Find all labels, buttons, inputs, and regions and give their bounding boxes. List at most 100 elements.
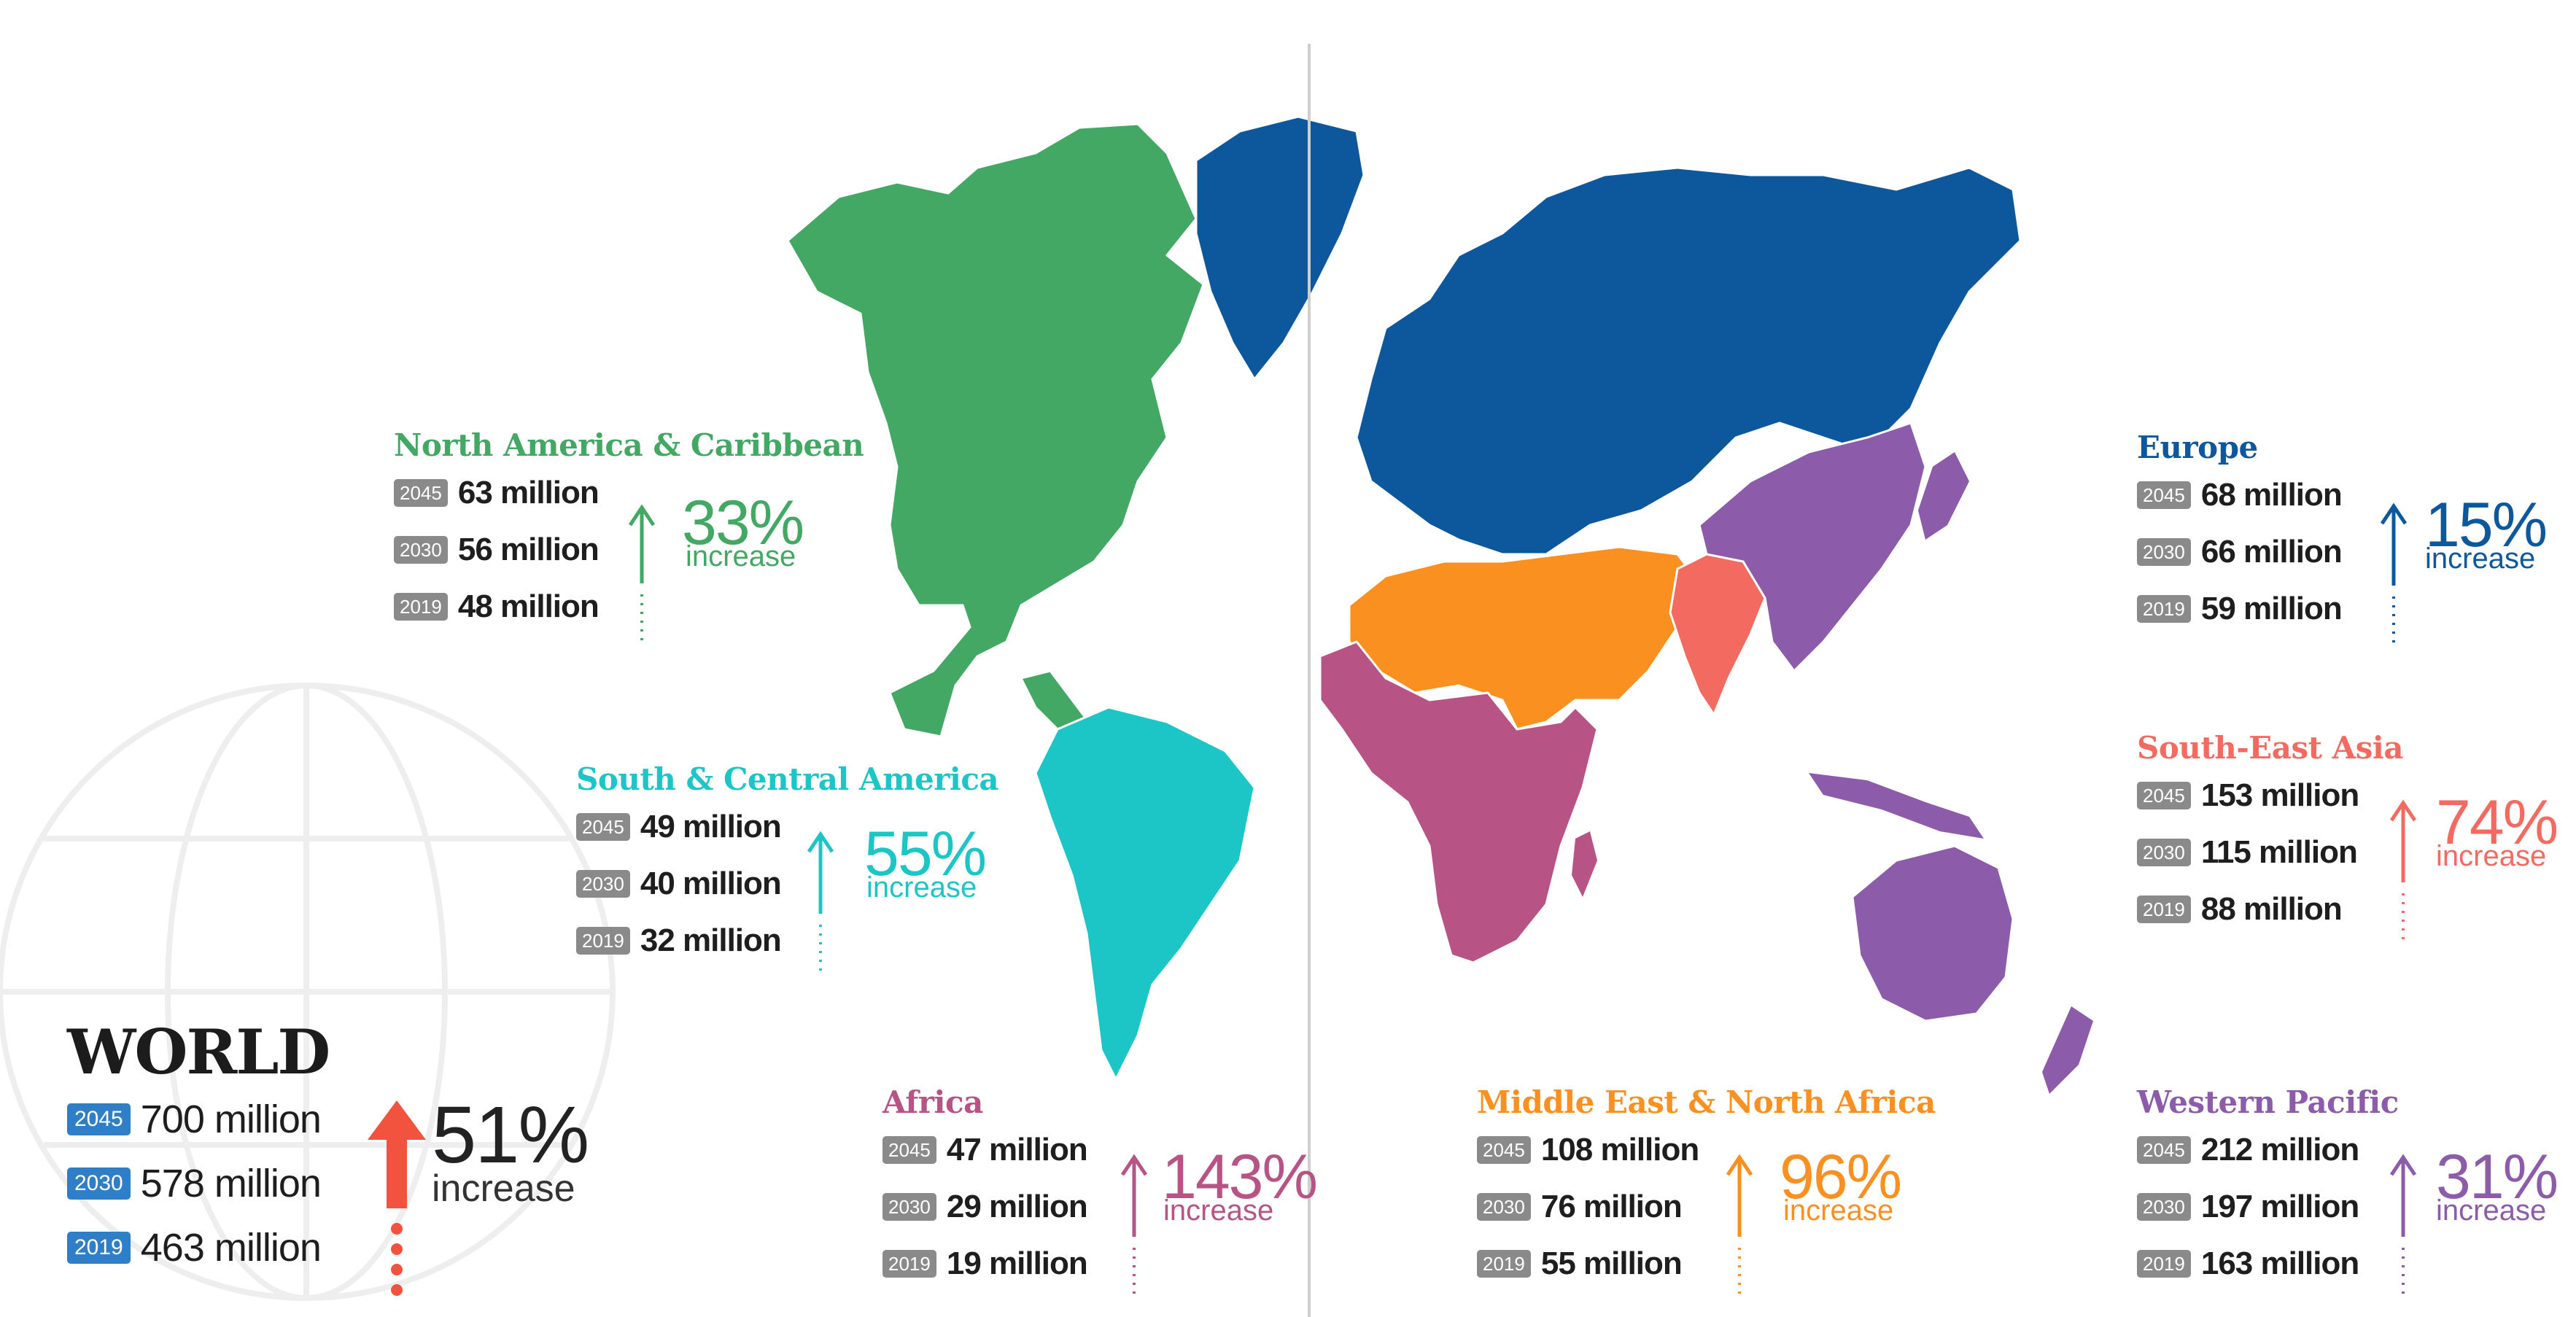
year-badge: 2030 [67,1168,131,1200]
world-row-2030: 2030 578 million [67,1151,621,1216]
region-percent: 33% [682,488,804,558]
up-arrow-icon [1726,1154,1753,1297]
up-arrow-icon [2389,1154,2417,1297]
region-shape-europe [1355,166,2022,556]
region-row-2019: 2019 19 million [882,1235,1320,1292]
region-value: 32 million [640,922,782,958]
region-value: 29 million [946,1189,1088,1224]
region-percent: 15% [2425,490,2548,560]
region-value: 197 million [2200,1189,2359,1224]
year-badge: 2045 [2137,782,2191,809]
region-shape-japan [1918,452,1969,540]
region-increase-label: increase [1783,1194,1894,1227]
year-badge: 2019 [394,593,448,621]
region-panel-south-east-asia: South-East Asia 2045 153 million 2030 115 … [2137,729,2567,948]
region-value: 66 million [2200,534,2343,570]
region-shape-south-east-asia [1669,553,1766,718]
region-increase-label: increase [1163,1194,1274,1227]
year-badge: 2045 [576,813,630,841]
region-row-2030: 2030 56 million [394,521,904,578]
region-row-2045: 2045 108 million [1477,1122,1973,1178]
region-shape-north-america [786,123,1205,738]
region-value: 56 million [457,532,600,567]
year-badge: 2045 [2137,1136,2191,1164]
region-shape-new-zealand [2042,1006,2093,1094]
region-row-2030: 2030 76 million [1477,1178,1973,1235]
year-badge: 2030 [394,536,448,564]
region-panel-north-america: North America & Caribbean 2045 63 million… [394,427,904,645]
region-panel-europe: Europe 2045 68 million 2030 66 million 201… [2137,429,2567,648]
year-badge: 2019 [576,927,630,955]
world-value: 578 million [140,1162,322,1205]
world-row-2019: 2019 463 million [67,1216,621,1280]
region-row-2019: 2019 55 million [1477,1235,1973,1292]
region-increase-label: increase [866,871,977,904]
region-shape-africa [1319,640,1599,964]
year-badge: 2045 [882,1136,936,1164]
year-badge: 2019 [2137,1250,2191,1278]
up-arrow-icon [628,504,656,640]
region-value: 68 million [2200,477,2343,513]
year-badge: 2019 [2137,595,2191,623]
map-divider [1308,44,1311,1317]
region-shape-western-pacific [1698,421,1927,673]
region-row-2019: 2019 163 million [2137,1235,2567,1292]
year-badge: 2030 [882,1193,936,1221]
region-value: 76 million [1540,1189,1683,1224]
year-badge: 2019 [1477,1250,1531,1278]
region-shape-islands [1809,773,1984,839]
region-title: Africa [882,1084,983,1120]
region-value: 47 million [946,1132,1088,1168]
year-badge: 2030 [2137,1193,2191,1221]
region-value: 40 million [640,866,782,901]
region-percent: 74% [2436,788,2558,858]
region-row-2030: 2030 40 million [576,855,1087,912]
year-badge: 2045 [394,479,448,507]
region-row-2045: 2045 49 million [576,799,1087,855]
region-value: 63 million [457,475,600,510]
region-title: Western Pacific [2137,1084,2399,1120]
region-row-2045: 2045 47 million [882,1122,1320,1178]
year-badge: 2019 [882,1250,936,1278]
region-row-2030: 2030 29 million [882,1178,1320,1235]
year-badge: 2045 [1477,1136,1531,1164]
region-percent: 96% [1780,1142,1902,1212]
region-increase-label: increase [2425,543,2536,575]
up-arrow-icon [1120,1154,1148,1297]
region-row-2030: 2030 197 million [2137,1178,2567,1235]
world-value: 700 million [140,1098,322,1141]
region-shape-australia [1851,844,2014,1022]
region-title: Europe [2137,430,2258,465]
region-value: 59 million [2200,591,2343,626]
up-arrow-icon [2380,502,2408,646]
region-panel-middle-east: Middle East & North Africa 2045 108 milli… [1477,1084,1973,1302]
region-title: Middle East & North Africa [1477,1084,1936,1120]
world-percent: 51% [432,1090,589,1180]
region-percent: 55% [864,819,987,889]
region-shape-greenland [1195,115,1365,381]
region-row-2030: 2030 66 million [2137,524,2567,580]
region-value: 163 million [2200,1246,2359,1281]
region-row-2019: 2019 88 million [2137,881,2567,938]
region-row-2045: 2045 63 million [394,465,904,521]
region-title: North America & Caribbean [394,427,864,463]
region-row-2019: 2019 59 million [2137,580,2567,637]
region-percent: 143% [1162,1142,1318,1212]
region-value: 115 million [2200,834,2358,870]
region-percent: 31% [2436,1142,2558,1212]
region-value: 153 million [2200,777,2359,813]
world-value: 463 million [140,1226,322,1270]
region-title: South & Central America [576,761,999,797]
year-badge: 2045 [67,1103,131,1135]
region-row-2045: 2045 68 million [2137,467,2567,524]
year-badge: 2019 [67,1232,131,1264]
up-arrow-icon [368,1100,426,1296]
region-row-2045: 2045 212 million [2137,1122,2567,1178]
region-value: 88 million [2200,891,2343,927]
region-value: 212 million [2200,1132,2359,1168]
region-row-2030: 2030 115 million [2137,824,2567,881]
region-panel-western-pacific: Western Pacific 2045 212 million 2030 197 … [2137,1084,2567,1302]
year-badge: 2030 [576,870,630,898]
up-arrow-icon [2389,799,2417,943]
